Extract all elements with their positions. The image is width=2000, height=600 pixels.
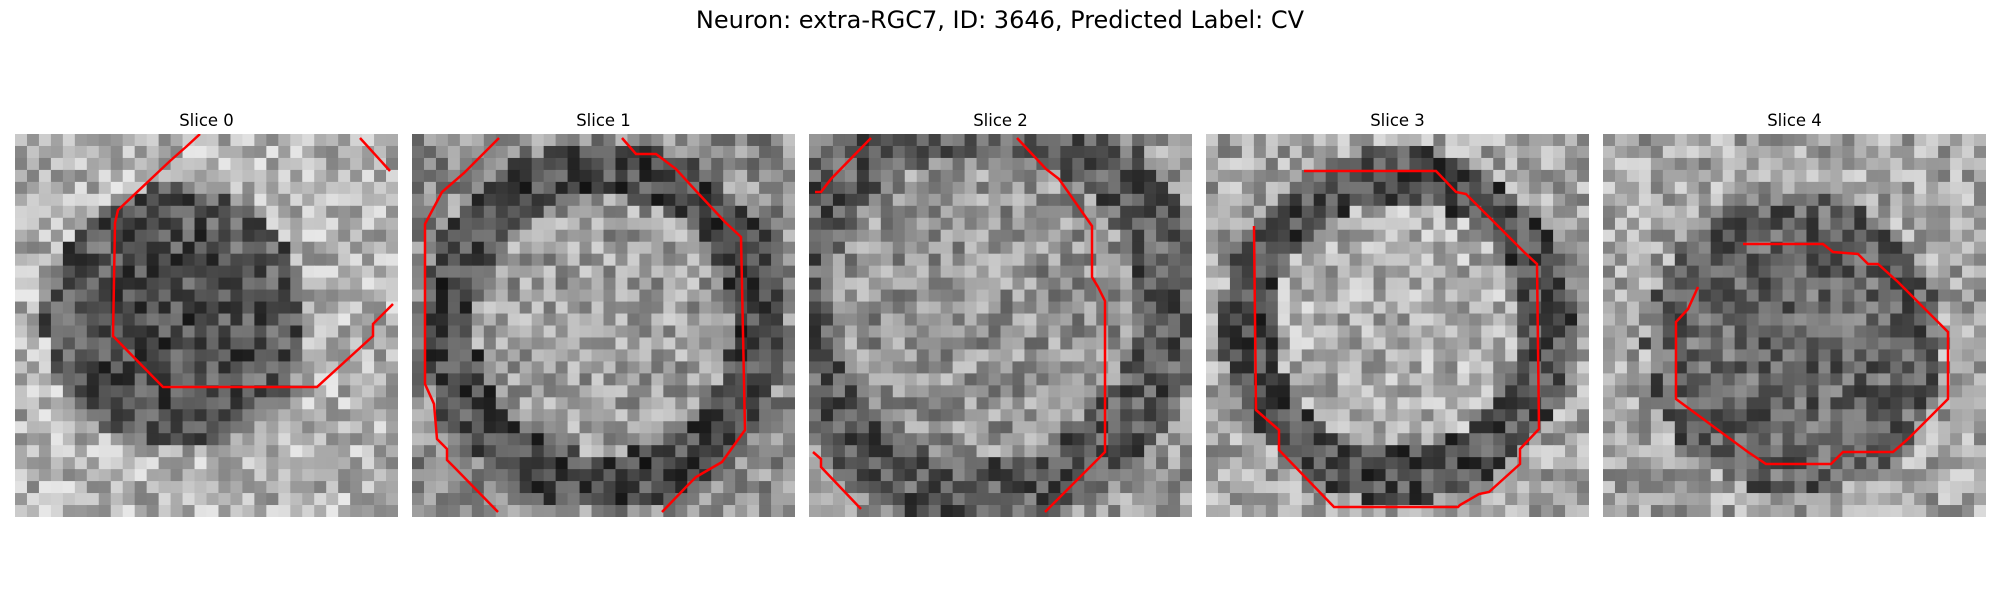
slice-pixels-3 [1206, 134, 1589, 517]
slice-panel-0: Slice 0 [15, 108, 398, 517]
slice-title-4: Slice 4 [1603, 108, 1986, 134]
slice-pixels-4 [1603, 134, 1986, 517]
slice-image-0 [15, 134, 398, 517]
slice-panel-2: Slice 2 [809, 108, 1192, 517]
slice-image-3 [1206, 134, 1589, 517]
slice-pixels-0 [15, 134, 398, 517]
figure-title: Neuron: extra-RGC7, ID: 3646, Predicted … [0, 6, 2000, 34]
slice-image-4 [1603, 134, 1986, 517]
slice-pixels-2 [809, 134, 1192, 517]
slice-panel-1: Slice 1 [412, 108, 795, 517]
slice-title-3: Slice 3 [1206, 108, 1589, 134]
slice-panel-3: Slice 3 [1206, 108, 1589, 517]
slice-title-2: Slice 2 [809, 108, 1192, 134]
slice-image-1 [412, 134, 795, 517]
slice-image-2 [809, 134, 1192, 517]
slice-panel-4: Slice 4 [1603, 108, 1986, 517]
slice-title-1: Slice 1 [412, 108, 795, 134]
slice-pixels-1 [412, 134, 795, 517]
slice-title-0: Slice 0 [15, 108, 398, 134]
